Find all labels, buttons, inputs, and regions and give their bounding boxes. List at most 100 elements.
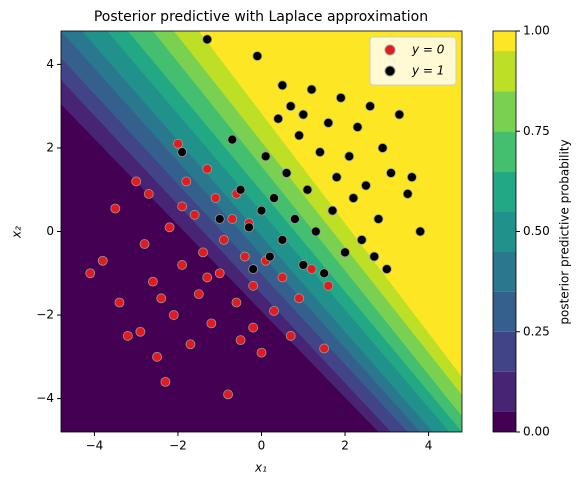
scatter-point	[256, 347, 267, 358]
scatter-point	[210, 193, 221, 203]
legend-label: y = 1	[411, 64, 444, 78]
scatter-point	[248, 264, 259, 274]
scatter-point	[298, 109, 309, 120]
y-tick-label: −2	[36, 308, 54, 322]
scatter-point	[290, 214, 300, 224]
x-tick-label: −4	[86, 439, 104, 453]
scatter-point	[285, 101, 296, 112]
y-axis-label: x₂	[10, 226, 24, 239]
scatter-point	[277, 272, 288, 283]
scatter-point	[177, 147, 188, 158]
colorbar-tick-label: 0.75	[523, 124, 550, 138]
scatter-point	[365, 101, 376, 112]
scatter-point	[352, 122, 363, 132]
scatter-point	[319, 343, 330, 354]
scatter-point	[185, 339, 196, 350]
y-tick-label: 2	[46, 140, 54, 154]
scatter-point	[189, 209, 200, 220]
scatter-point	[97, 255, 108, 266]
scatter-point	[160, 376, 171, 387]
scatter-point	[285, 331, 296, 341]
scatter-point	[381, 264, 392, 274]
scatter-point	[302, 184, 313, 195]
scatter-point	[394, 109, 405, 120]
legend-marker	[384, 65, 396, 77]
x-axis-label: x₁	[254, 461, 267, 475]
x-tick-label: 2	[341, 439, 349, 453]
scatter-point	[269, 193, 279, 203]
scatter-point	[277, 234, 288, 245]
scatter-point	[173, 138, 183, 149]
scatter-point	[168, 310, 179, 320]
scatter-point	[294, 130, 304, 141]
scatter-point	[340, 247, 350, 258]
scatter-point	[227, 214, 238, 224]
legend: y = 0 y = 1	[369, 36, 457, 86]
scatter-point	[152, 351, 162, 362]
scatter-point	[406, 172, 417, 183]
colorbar-label: posterior predictive probability	[558, 139, 572, 324]
scatter-point	[223, 389, 233, 400]
scatter-point	[227, 134, 238, 145]
scatter-point	[214, 268, 225, 279]
scatter-point	[402, 189, 413, 199]
scatter-point	[361, 180, 371, 191]
scatter-point	[373, 214, 384, 224]
scatter-point	[135, 326, 146, 337]
scatter-point	[239, 251, 250, 262]
scatter-point	[260, 151, 271, 162]
colorbar	[493, 31, 516, 432]
scatter-point	[156, 293, 167, 304]
scatter-point	[294, 293, 304, 304]
colorbar-tick-label: 0.00	[523, 425, 550, 439]
colorbar-band	[493, 371, 516, 412]
scatter-point	[306, 84, 317, 95]
scatter-point	[147, 276, 158, 287]
scatter-point	[244, 222, 254, 233]
scatter-point	[264, 251, 275, 262]
scatter-point	[348, 193, 359, 203]
scatter-point	[323, 117, 334, 128]
scatter-point	[377, 143, 388, 153]
colorbar-band	[493, 331, 516, 372]
legend-marker	[384, 44, 396, 56]
colorbar-band	[493, 411, 516, 432]
scatter-point	[277, 80, 288, 91]
colorbar-tick-label: 1.00	[523, 24, 550, 38]
scatter-point	[193, 289, 204, 300]
scatter-point	[323, 280, 334, 291]
scatter-point	[131, 176, 142, 187]
colorbar-tick-label: 0.50	[523, 224, 550, 238]
scatter-point	[386, 168, 396, 178]
scatter-point	[219, 234, 229, 245]
scatter-point	[344, 151, 355, 162]
scatter-point	[235, 184, 246, 195]
scatter-point	[181, 176, 192, 187]
colorbar-band	[493, 31, 516, 52]
scatter-point	[335, 92, 346, 103]
colorbar-band	[493, 91, 516, 132]
scatter-point	[177, 201, 188, 212]
scatter-point	[206, 318, 217, 329]
scatter-point	[164, 222, 175, 233]
scatter-point	[298, 260, 309, 270]
scatter-point	[315, 147, 325, 158]
scatter-point	[122, 331, 133, 341]
scatter-point	[310, 226, 321, 237]
scatter-area	[85, 34, 426, 400]
scatter-point	[331, 172, 342, 183]
scatter-point	[231, 297, 242, 308]
colorbar-tick-label: 0.25	[523, 324, 550, 338]
scatter-point	[327, 205, 338, 216]
scatter-point	[248, 322, 259, 333]
x-tick-label: 0	[258, 439, 266, 453]
scatter-point	[235, 335, 246, 346]
scatter-point	[139, 239, 150, 249]
scatter-point	[256, 205, 267, 216]
colorbar-band	[493, 291, 516, 332]
scatter-point	[114, 297, 125, 308]
scatter-point	[369, 251, 380, 262]
legend-label: y = 0	[411, 43, 445, 57]
colorbar-band	[493, 211, 516, 252]
